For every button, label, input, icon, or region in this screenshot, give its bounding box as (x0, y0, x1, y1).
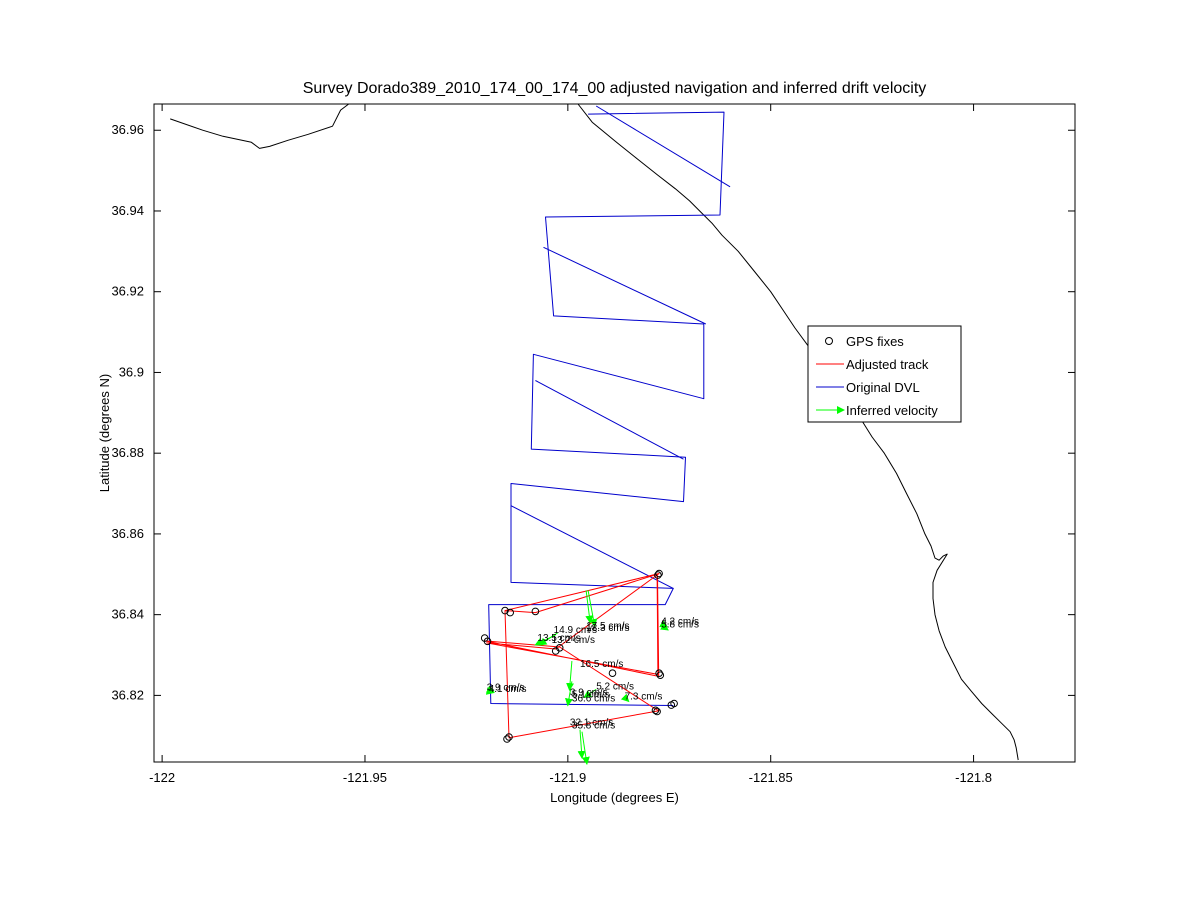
legend: GPS fixes Adjusted track Original DVL Infer… (807, 325, 962, 423)
velocity-vector-2 (587, 590, 598, 627)
gps-fix-point-7 (551, 647, 560, 655)
velocity-label-17: 35.8 cm/s (572, 721, 615, 732)
velocity-vector-10 (565, 681, 573, 707)
dvl-layer (488, 105, 731, 706)
original-dvl-diagonal-4 (510, 505, 674, 589)
original-dvl-diagonal-2 (543, 246, 707, 325)
original-dvl-diagonal-1 (595, 105, 731, 188)
gps-fix-point-18 (505, 733, 513, 741)
legend-box (807, 325, 962, 423)
velocity-label-1: 17.5 cm/s (586, 621, 629, 632)
velocity-vector-7 (660, 622, 669, 631)
velocity-label-8: 5.8 cm/s (661, 620, 699, 631)
original-dvl-track (488, 111, 725, 706)
gps-fix-point-13 (651, 706, 660, 715)
gps-fix-point-1 (501, 606, 509, 615)
gps-fix-point-3 (531, 607, 540, 616)
adjusted-track (484, 573, 660, 739)
y-tick-label: 36.84 (111, 607, 144, 622)
velocity-label-5: 13.2 cm/s (552, 635, 595, 646)
chart-title: Survey Dorado389_2010_174_00_174_00 adju… (303, 80, 927, 97)
velocity-label-15: 36.6 cm/s (572, 693, 615, 704)
original-dvl-diagonal-3 (535, 380, 684, 460)
coastline-segment-2 (577, 103, 1019, 761)
velocity-label-13: 5.2 cm/s (596, 681, 634, 692)
velocity-vector-9 (485, 687, 495, 695)
y-tick-label: 36.88 (111, 445, 144, 460)
gps-fix-point-14 (653, 707, 661, 716)
velocity-vector-1 (585, 590, 594, 624)
velocity-vector-12 (620, 693, 630, 703)
y-axis-label: Latitude (degrees N) (97, 374, 112, 493)
vector-layer (485, 590, 669, 765)
velocity-label-12: 5.1 cm/s (572, 689, 610, 700)
velocity-label-7: 4.2 cm/s (661, 617, 699, 628)
y-tick-label: 36.96 (111, 122, 144, 137)
velocity-label-6: 16.5 cm/s (580, 659, 623, 670)
gps-fix-point-5 (483, 637, 492, 646)
gps-fix-point-10 (656, 671, 665, 680)
velocity-vector-14 (581, 731, 590, 765)
legend-label-2: Adjusted track (846, 357, 929, 372)
velocity-label-9: 3.9 cm/s (487, 683, 525, 694)
coastline-segment-1 (170, 103, 350, 149)
velocity-label-3: 14.9 cm/s (554, 625, 597, 636)
x-tick-label: -121.85 (749, 770, 793, 785)
velocity-label-4: 13.5 cm/s (537, 633, 580, 644)
gps-fix-point-8 (655, 569, 663, 578)
velocity-label-2: 18.3 cm/s (586, 623, 629, 634)
y-tick-label: 36.86 (111, 526, 144, 541)
velocity-label-16: 32.1 cm/s (570, 718, 613, 729)
velocity-label-10: 4.1 cm/s (489, 684, 527, 695)
velocity-vector-13 (577, 729, 586, 759)
x-tick-label: -121.9 (549, 770, 586, 785)
gps-fix-point-11 (655, 669, 663, 678)
gps-fix-point-2 (506, 608, 515, 617)
adjusted-layer (484, 573, 660, 739)
y-tick-label: 36.9 (119, 364, 144, 379)
gps-layer (480, 569, 678, 743)
legend-gps-symbol (825, 337, 833, 345)
annotation-layer: 17.5 cm/s18.3 cm/s14.9 cm/s13.5 cm/s13.2… (487, 617, 699, 732)
gps-fix-point-16 (670, 699, 678, 708)
velocity-label-11: 3.9 cm/s (570, 687, 608, 698)
x-tick-label: -121.8 (955, 770, 992, 785)
x-tick-label: -122 (149, 770, 175, 785)
gps-fix-point-12 (608, 669, 617, 678)
legend-label-4: Inferred velocity (846, 403, 938, 418)
velocity-label-14: 7.3 cm/s (625, 691, 663, 702)
velocity-vector-5 (566, 661, 575, 692)
y-tick-label: 36.82 (111, 687, 144, 702)
coastline-layer (170, 103, 1019, 761)
gps-fix-point-9 (654, 571, 662, 579)
legend-label-1: GPS fixes (846, 334, 904, 349)
x-tick-label: -121.95 (343, 770, 387, 785)
plot-area (153, 103, 1076, 763)
gps-fix-point-17 (503, 735, 511, 743)
y-tick-label: 36.92 (111, 284, 144, 299)
velocity-vector-11 (583, 688, 597, 698)
ticks-layer: -122 -121.95 -121.9 -121.85 -121.8 36.82 36.84… (111, 104, 1075, 785)
legend-label-3: Original DVL (846, 380, 920, 395)
velocity-vector-4 (534, 634, 556, 646)
x-axis-label: Longitude (degrees E) (550, 790, 679, 805)
y-tick-label: 36.94 (111, 203, 144, 218)
